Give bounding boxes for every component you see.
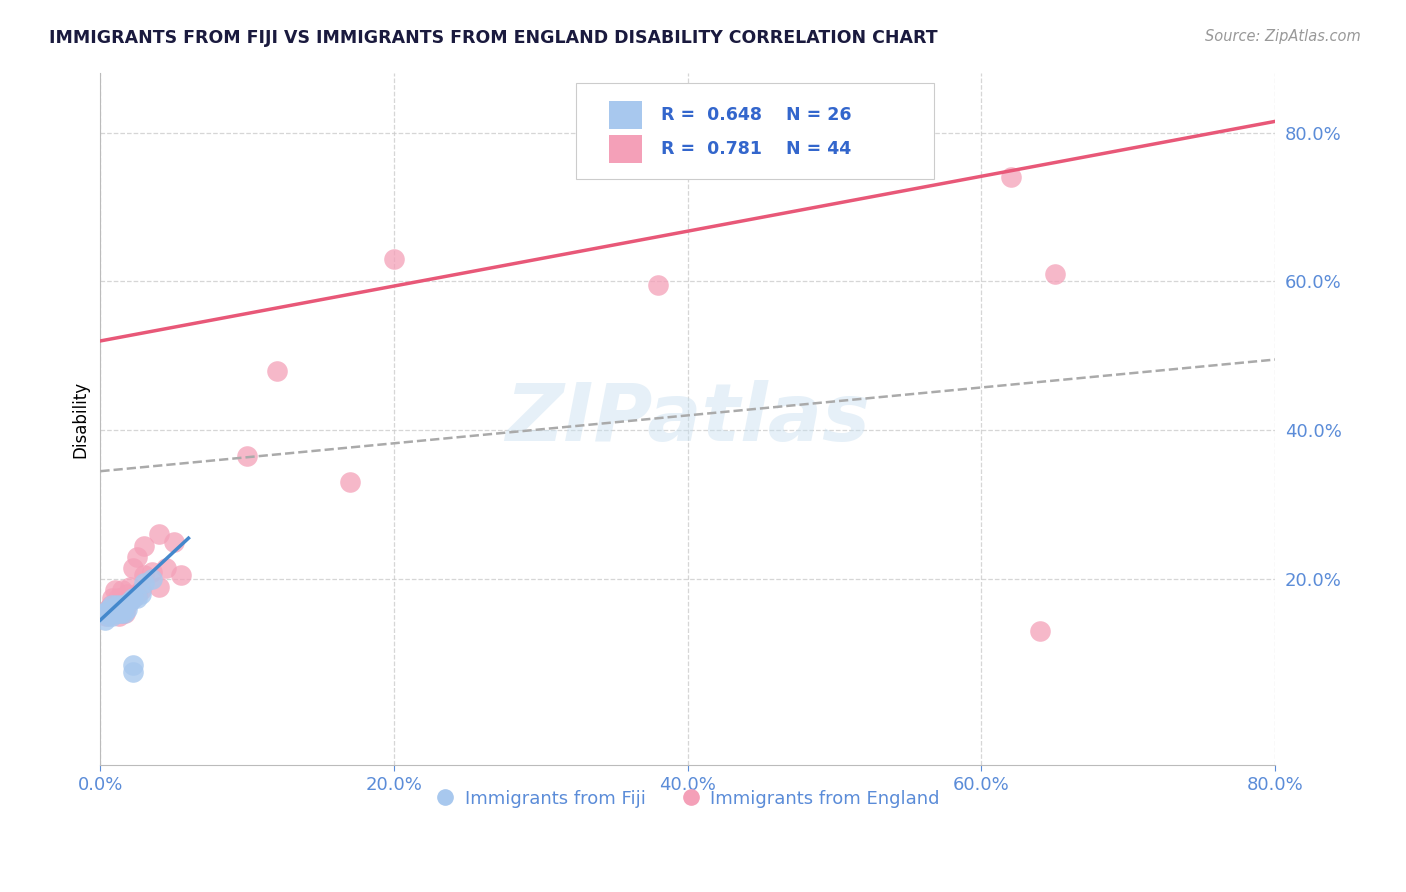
- Point: [103, 602, 125, 616]
- Point: [111, 606, 134, 620]
- Point: [108, 602, 131, 616]
- Point: [110, 606, 132, 620]
- Point: [134, 539, 156, 553]
- Point: [110, 598, 132, 612]
- Point: [112, 602, 135, 616]
- Point: [236, 450, 259, 464]
- Point: [134, 568, 156, 582]
- Point: [100, 598, 122, 612]
- Point: [101, 609, 124, 624]
- Point: [148, 527, 170, 541]
- Legend: Immigrants from Fiji, Immigrants from England: Immigrants from Fiji, Immigrants from En…: [429, 782, 948, 815]
- Point: [382, 252, 405, 266]
- Point: [118, 594, 141, 608]
- Point: [121, 657, 143, 672]
- Point: [114, 606, 136, 620]
- Point: [118, 591, 141, 605]
- Point: [104, 606, 127, 620]
- Point: [114, 598, 136, 612]
- Text: R =  0.781    N = 44: R = 0.781 N = 44: [661, 140, 851, 158]
- Point: [118, 580, 141, 594]
- Point: [121, 561, 143, 575]
- Point: [96, 606, 118, 620]
- Point: [98, 606, 121, 620]
- Point: [97, 609, 120, 624]
- Point: [121, 591, 143, 605]
- Point: [647, 278, 669, 293]
- Point: [112, 606, 135, 620]
- Point: [125, 549, 148, 564]
- Point: [155, 561, 177, 575]
- Point: [94, 606, 117, 620]
- Point: [103, 602, 125, 616]
- Point: [105, 606, 128, 620]
- Point: [107, 606, 129, 620]
- FancyBboxPatch shape: [609, 101, 643, 128]
- Point: [131, 583, 153, 598]
- Point: [104, 583, 127, 598]
- FancyBboxPatch shape: [609, 136, 643, 163]
- Point: [91, 606, 114, 620]
- Point: [98, 602, 121, 616]
- Point: [115, 598, 138, 612]
- Point: [111, 598, 134, 612]
- Point: [94, 613, 117, 627]
- Point: [141, 565, 163, 579]
- Point: [141, 572, 163, 586]
- Point: [125, 591, 148, 605]
- Text: R =  0.648    N = 26: R = 0.648 N = 26: [661, 106, 851, 124]
- Point: [101, 591, 124, 605]
- Point: [104, 598, 127, 612]
- FancyBboxPatch shape: [576, 83, 935, 179]
- Point: [115, 602, 138, 616]
- Point: [131, 587, 153, 601]
- Point: [105, 598, 128, 612]
- Point: [1029, 624, 1052, 639]
- Point: [111, 583, 134, 598]
- Point: [121, 591, 143, 605]
- Text: IMMIGRANTS FROM FIJI VS IMMIGRANTS FROM ENGLAND DISABILITY CORRELATION CHART: IMMIGRANTS FROM FIJI VS IMMIGRANTS FROM …: [49, 29, 938, 47]
- Point: [1043, 267, 1066, 281]
- Point: [134, 575, 156, 590]
- Point: [107, 591, 129, 605]
- Point: [108, 609, 131, 624]
- Point: [107, 602, 129, 616]
- Text: Source: ZipAtlas.com: Source: ZipAtlas.com: [1205, 29, 1361, 45]
- Point: [97, 602, 120, 616]
- Point: [125, 587, 148, 601]
- Point: [101, 606, 124, 620]
- Text: ZIPatlas: ZIPatlas: [505, 380, 870, 458]
- Point: [96, 609, 118, 624]
- Point: [170, 568, 193, 582]
- Point: [1000, 170, 1022, 185]
- Y-axis label: Disability: Disability: [72, 381, 89, 458]
- Point: [115, 587, 138, 601]
- Point: [100, 606, 122, 620]
- Point: [339, 475, 361, 490]
- Point: [266, 364, 288, 378]
- Point: [101, 598, 124, 612]
- Point: [163, 535, 186, 549]
- Point: [148, 580, 170, 594]
- Point: [121, 665, 143, 680]
